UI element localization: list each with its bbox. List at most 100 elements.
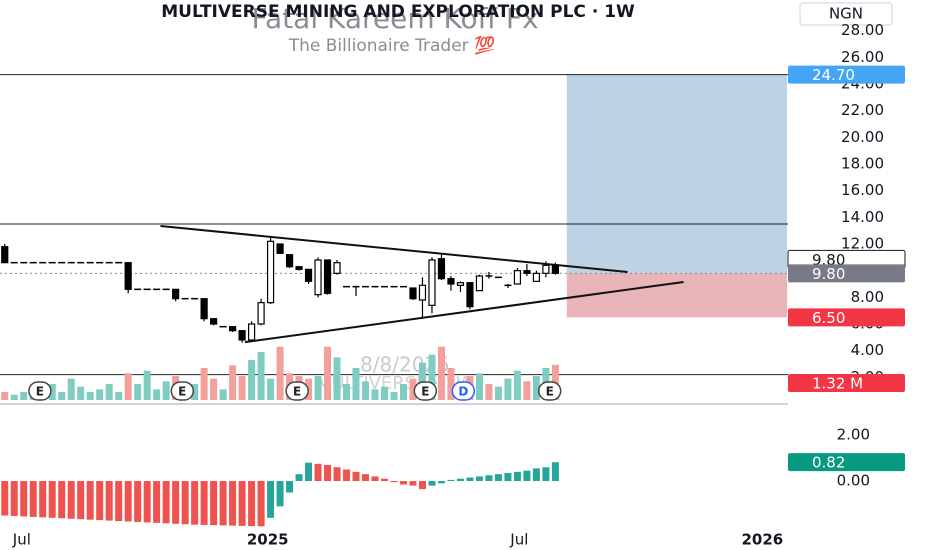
oscillator-bar <box>229 481 237 526</box>
oscillator-bar <box>39 481 47 518</box>
oscillator-bar <box>418 481 426 490</box>
volume-bar <box>504 378 512 400</box>
candle-body <box>314 259 322 296</box>
volume-label-box <box>788 374 905 392</box>
event-label: E <box>293 385 301 399</box>
candle-body <box>304 268 313 282</box>
oscillator-bar <box>362 474 370 482</box>
target-zone <box>566 74 788 274</box>
candle-body <box>409 287 417 300</box>
volume-bar <box>381 386 389 400</box>
oscillator-bar <box>191 481 199 525</box>
event-label: E <box>36 385 44 399</box>
candle-body <box>532 272 541 282</box>
oscillator-bar <box>238 481 246 526</box>
volume-bar <box>67 378 75 400</box>
oscillator-bar <box>447 479 455 482</box>
candle-body <box>437 258 446 280</box>
subtitle: The Billionaire Trader 💯 <box>288 35 495 56</box>
candle-body <box>456 282 465 286</box>
volume-bar <box>399 384 407 400</box>
event-marker <box>285 381 309 401</box>
target-label: 24.70 <box>812 66 855 84</box>
oscillator-bar <box>381 478 389 482</box>
oscillator-bar <box>295 474 303 482</box>
oscillator-bar <box>485 475 493 482</box>
volume-bar <box>20 392 28 400</box>
volume-bar <box>352 368 360 400</box>
event-marker <box>170 381 195 401</box>
volume-bar <box>532 376 540 400</box>
oscillator-bar <box>504 472 512 482</box>
candle-body <box>428 259 436 306</box>
volume-bar <box>428 354 436 400</box>
last-price-label: 9.80 <box>812 265 845 283</box>
event-label: E <box>546 385 554 399</box>
oscillator-bar <box>58 481 66 519</box>
volume-bar <box>96 389 104 400</box>
oscillator-bar <box>143 481 151 523</box>
oscillator-bar <box>371 476 379 482</box>
event-marker <box>28 381 52 401</box>
candle-body <box>1 246 9 264</box>
candle-body <box>551 264 559 274</box>
oscillator-bar <box>267 481 275 518</box>
oscillator-bar <box>324 464 332 482</box>
y-tick-label: 16.00 <box>841 181 884 199</box>
y2-tick-label: 2.00 <box>837 426 870 444</box>
oscillator-bar <box>124 481 132 522</box>
candle-body <box>124 262 132 290</box>
volume-bar <box>162 381 170 400</box>
oscillator-bar <box>20 481 28 517</box>
oscillator-bar <box>96 481 104 521</box>
volume-bar <box>409 378 417 400</box>
x-tick-label: 2025 <box>247 531 289 549</box>
currency-box <box>799 2 893 26</box>
candle-body <box>285 254 294 268</box>
candle-body <box>466 282 474 308</box>
candle-body <box>447 278 455 285</box>
oscillator-bar <box>523 470 531 482</box>
volume-bar <box>371 389 379 400</box>
last-price-label-box <box>788 264 905 283</box>
oscillator-bar <box>276 481 284 507</box>
volume-bar <box>124 373 132 400</box>
candle-body <box>513 270 522 285</box>
volume-bar <box>48 384 56 400</box>
candle-body <box>523 270 531 274</box>
oscillator-bar <box>77 481 85 520</box>
oscillator-bar <box>494 474 502 482</box>
volume-bar <box>134 384 142 400</box>
trendline <box>160 225 628 273</box>
candle-body <box>229 326 237 332</box>
event-label: E <box>178 385 186 399</box>
volume-bar <box>229 365 237 400</box>
candle-body <box>247 323 256 341</box>
candle-body <box>295 266 303 270</box>
volume-bar <box>523 381 531 400</box>
oscillator-bar <box>200 481 208 525</box>
oscillator-bar <box>172 481 180 524</box>
trendline <box>244 281 684 344</box>
y-tick-label: 22.00 <box>841 101 884 119</box>
oscillator-bar <box>210 481 218 526</box>
oscillator-bar <box>513 471 521 482</box>
candle-body <box>323 259 332 294</box>
volume-bar <box>86 392 94 400</box>
volume-bar <box>437 346 445 400</box>
target-label-box <box>788 65 905 84</box>
y-tick-label: 20.00 <box>841 128 884 146</box>
oscillator-bar <box>390 481 398 483</box>
oscillator-bar <box>532 468 540 482</box>
y-tick-label: 18.00 <box>841 155 884 173</box>
volume-bar <box>248 360 256 400</box>
oscillator-bar <box>456 478 464 482</box>
y-tick-label: 26.00 <box>841 48 884 66</box>
stop-label-box <box>788 308 905 327</box>
x-tick-label: Jul <box>509 531 528 549</box>
oscillator-bar <box>314 463 322 482</box>
y2-tick-label: 0.00 <box>837 472 870 490</box>
